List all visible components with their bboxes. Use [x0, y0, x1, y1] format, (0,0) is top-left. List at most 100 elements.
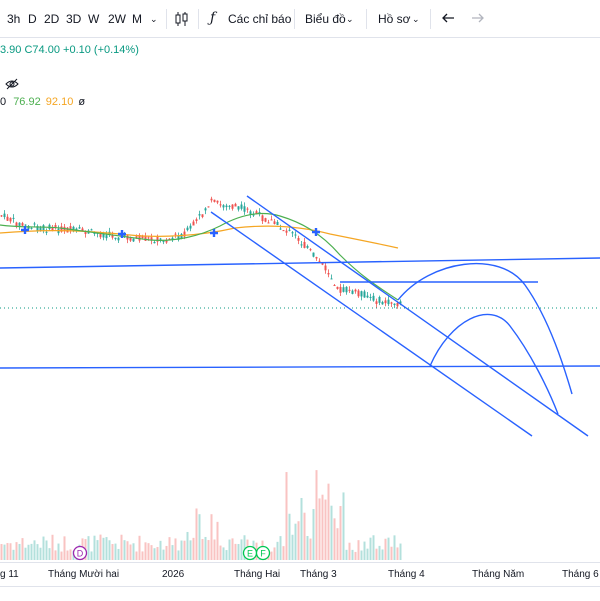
candle-body [150, 237, 153, 241]
undo-icon[interactable] [442, 12, 456, 24]
volume-bar [231, 538, 234, 560]
candle-body [330, 278, 333, 280]
profile-button[interactable]: Hồ sơ [378, 12, 411, 26]
candle-body [93, 232, 96, 235]
signal-markers [21, 226, 320, 238]
volume-bar [144, 542, 147, 560]
interval-3d[interactable]: 3D [66, 12, 82, 26]
candle-body [282, 230, 285, 232]
volume-bar [0, 544, 3, 560]
legend-close: C74.00 [24, 44, 60, 56]
volume-bar [345, 549, 348, 560]
candle-body [204, 208, 207, 211]
chevron-down-icon[interactable]: ⌄ [346, 14, 354, 24]
volume-bar [390, 546, 393, 560]
chevron-down-icon[interactable]: ⌄ [412, 14, 420, 24]
volume-bar [204, 536, 207, 560]
candle-body [186, 227, 189, 231]
candle-body [297, 237, 300, 241]
volume-bar [327, 483, 330, 560]
candlestick-series [0, 196, 402, 309]
volume-bar [318, 498, 321, 560]
projected-arc-small[interactable] [429, 313, 559, 415]
candle-body [333, 285, 336, 287]
candle-body [276, 221, 279, 225]
candle-body [99, 233, 102, 238]
indicators-button[interactable]: Các chỉ báo [228, 12, 292, 26]
volume-bar [150, 545, 153, 560]
volume-bar [243, 535, 246, 560]
x-tick-label: 2026 [162, 569, 185, 580]
channel-lower-line[interactable] [210, 211, 533, 437]
candle-body [9, 217, 12, 222]
volume-bar [381, 549, 384, 560]
function-icon[interactable]: ƒ [210, 10, 216, 26]
interval-2w[interactable]: 2W [108, 12, 126, 26]
volume-bar [300, 497, 303, 560]
signal-cross-marker[interactable] [312, 228, 320, 236]
volume-bar [54, 550, 57, 560]
interval-dropdown-chevron-icon[interactable]: ⌄ [150, 14, 158, 24]
candlestick-icon[interactable] [174, 10, 190, 28]
signal-cross-marker[interactable] [21, 226, 29, 234]
volume-bar [120, 534, 123, 560]
candle-body [174, 233, 177, 235]
volume-bar [351, 549, 354, 560]
interval-w[interactable]: W [88, 12, 100, 26]
chart-type-button[interactable]: Biểu đồ [305, 12, 346, 26]
event-marker[interactable] [255, 545, 271, 561]
bottom-scroll-strip[interactable] [0, 586, 600, 601]
volume-bar [96, 540, 99, 560]
interval-m[interactable]: M [132, 12, 142, 26]
signal-cross-marker[interactable] [118, 230, 127, 238]
candle-body [21, 223, 24, 226]
channel-upper-line[interactable] [246, 195, 589, 437]
x-tick-label: Tháng 6 [562, 569, 599, 580]
candle-body [240, 204, 243, 209]
volume-bar [33, 540, 36, 560]
toolbar-divider [198, 9, 199, 29]
time-axis: g 11 Tháng Mười hai 2026 Tháng Hai Tháng… [0, 562, 600, 587]
volume-bar [138, 535, 141, 560]
volume-bar [12, 549, 15, 560]
interval-d[interactable]: D [28, 12, 37, 26]
candle-body [138, 235, 141, 241]
volume-bar [282, 546, 285, 560]
candle-body [147, 237, 150, 239]
candle-body [117, 237, 120, 241]
horizontal-support-line[interactable] [0, 365, 600, 369]
interval-2d[interactable]: 2D [44, 12, 60, 26]
candle-body [288, 229, 291, 231]
volume-bar [126, 541, 129, 560]
volume-bar [27, 544, 30, 560]
candle-body [267, 222, 270, 224]
candle-body [210, 198, 213, 201]
x-tick-label: Tháng Hai [234, 569, 281, 580]
projected-arc-large[interactable] [397, 263, 573, 395]
interval-3h[interactable]: 3h [7, 12, 21, 26]
volume-bar [363, 541, 366, 560]
candle-body [216, 200, 219, 203]
candle-body [36, 226, 39, 232]
volume-bar [3, 544, 6, 560]
horizontal-resistance-line[interactable] [0, 257, 600, 269]
top-toolbar: 3h D 2D 3D W 2W M ⌄ ƒ Các chỉ báo Biểu đ… [0, 0, 600, 38]
volume-bar [288, 513, 291, 560]
signal-cross-marker[interactable] [210, 229, 218, 237]
volume-bar [201, 539, 204, 560]
eye-off-icon[interactable] [5, 78, 19, 90]
volume-bar [312, 509, 315, 560]
volume-bar [162, 549, 165, 560]
volume-bar [198, 514, 201, 560]
volume-bar [174, 538, 177, 560]
candle-body [366, 295, 369, 298]
volume-bar [291, 534, 294, 560]
volume-bar [369, 537, 372, 560]
redo-icon[interactable] [470, 12, 484, 24]
ma-legend: 0 76.92 92.10 ø [0, 96, 85, 108]
candle-body [123, 233, 126, 238]
volume-bar [276, 541, 279, 560]
candle-body [384, 300, 387, 304]
event-marker[interactable] [72, 545, 88, 561]
